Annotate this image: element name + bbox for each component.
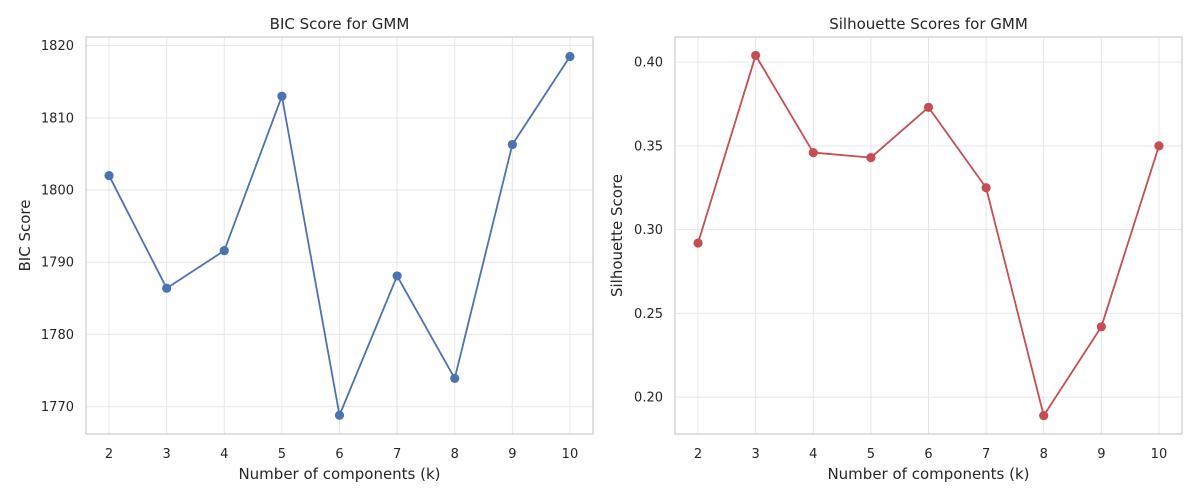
bic-data-point [104, 170, 114, 181]
silhouette-y-axis-label: Silhouette Score [608, 174, 626, 297]
bic-x-tick-label: 3 [163, 447, 171, 462]
silhouette-plot-frame [674, 36, 1183, 435]
silhouette-chart-title: Silhouette Scores for GMM [829, 15, 1028, 33]
silhouette-x-axis-label: Number of components (k) [827, 465, 1029, 483]
bic-y-tick-label: 1810 [41, 111, 74, 126]
bic-y-ticks: 1770 1780 1790 1800 1810 1820 [41, 39, 74, 415]
silhouette-chart-panel: 2 3 4 5 6 7 8 9 10 0.20 0.25 0.30 0.35 0.40 Silhouet… [608, 15, 1183, 483]
silhouette-y-tick-label: 0.25 [634, 307, 663, 322]
bic-x-axis-label: Number of components (k) [238, 465, 440, 483]
silhouette-data-point [1096, 322, 1106, 332]
bic-chart-panel: 2 3 4 5 6 7 8 9 10 1770 1780 1790 1800 1810 1820 BIC … [16, 15, 594, 483]
bic-y-tick-label: 1770 [41, 400, 74, 415]
bic-x-tick-label: 10 [562, 447, 579, 462]
bic-data-point [219, 246, 229, 256]
silhouette-series [693, 50, 1164, 421]
silhouette-x-tick-label: 5 [867, 447, 875, 462]
bic-data-point [450, 373, 460, 384]
silhouette-data-point [808, 147, 818, 158]
bic-data-point [565, 51, 575, 62]
silhouette-data-point [693, 238, 703, 248]
silhouette-x-ticks: 2 3 4 5 6 7 8 9 10 [694, 447, 1167, 462]
silhouette-x-tick-label: 9 [1097, 447, 1105, 462]
silhouette-x-tick-label: 4 [809, 447, 817, 462]
bic-data-point [162, 283, 172, 293]
bic-x-tick-label: 7 [393, 447, 401, 462]
bic-x-tick-label: 9 [508, 447, 516, 462]
bic-gridlines [86, 37, 593, 434]
bic-chart-title: BIC Score for GMM [270, 15, 410, 33]
bic-x-tick-label: 6 [335, 447, 343, 462]
silhouette-data-point [923, 102, 934, 112]
bic-x-tick-label: 5 [278, 447, 286, 462]
silhouette-x-tick-label: 10 [1151, 447, 1168, 462]
silhouette-y-tick-label: 0.20 [634, 391, 663, 406]
silhouette-data-point [866, 153, 876, 163]
bic-x-tick-label: 8 [451, 447, 459, 462]
bic-data-point [277, 91, 287, 101]
silhouette-data-point [1154, 141, 1164, 151]
bic-y-tick-label: 1800 [41, 184, 74, 199]
silhouette-x-tick-label: 8 [1040, 447, 1048, 462]
bic-y-tick-label: 1820 [41, 39, 74, 54]
silhouette-x-tick-label: 7 [982, 447, 990, 462]
bic-y-tick-label: 1780 [41, 328, 74, 343]
silhouette-x-tick-label: 6 [924, 447, 932, 462]
silhouette-y-ticks: 0.20 0.25 0.30 0.35 0.40 [634, 56, 663, 406]
bic-x-tick-label: 4 [220, 447, 228, 462]
silhouette-x-tick-label: 2 [694, 447, 702, 462]
bic-data-point [392, 271, 402, 281]
bic-y-tick-label: 1790 [41, 256, 74, 271]
silhouette-x-tick-label: 3 [752, 447, 760, 462]
bic-x-ticks: 2 3 4 5 6 7 8 9 10 [105, 447, 578, 462]
silhouette-data-point [751, 50, 761, 61]
silhouette-y-tick-label: 0.35 [634, 139, 663, 154]
silhouette-data-point [1039, 410, 1049, 421]
bic-data-point [334, 410, 345, 420]
silhouette-y-tick-label: 0.40 [634, 56, 663, 71]
bic-data-point [507, 139, 517, 150]
silhouette-gridlines [675, 37, 1182, 434]
bic-series [104, 51, 575, 420]
bic-x-tick-label: 2 [105, 447, 113, 462]
bic-plot-frame [85, 36, 594, 435]
silhouette-data-point [981, 183, 991, 193]
bic-y-axis-label: BIC Score [16, 200, 34, 272]
silhouette-y-tick-label: 0.30 [634, 223, 663, 238]
